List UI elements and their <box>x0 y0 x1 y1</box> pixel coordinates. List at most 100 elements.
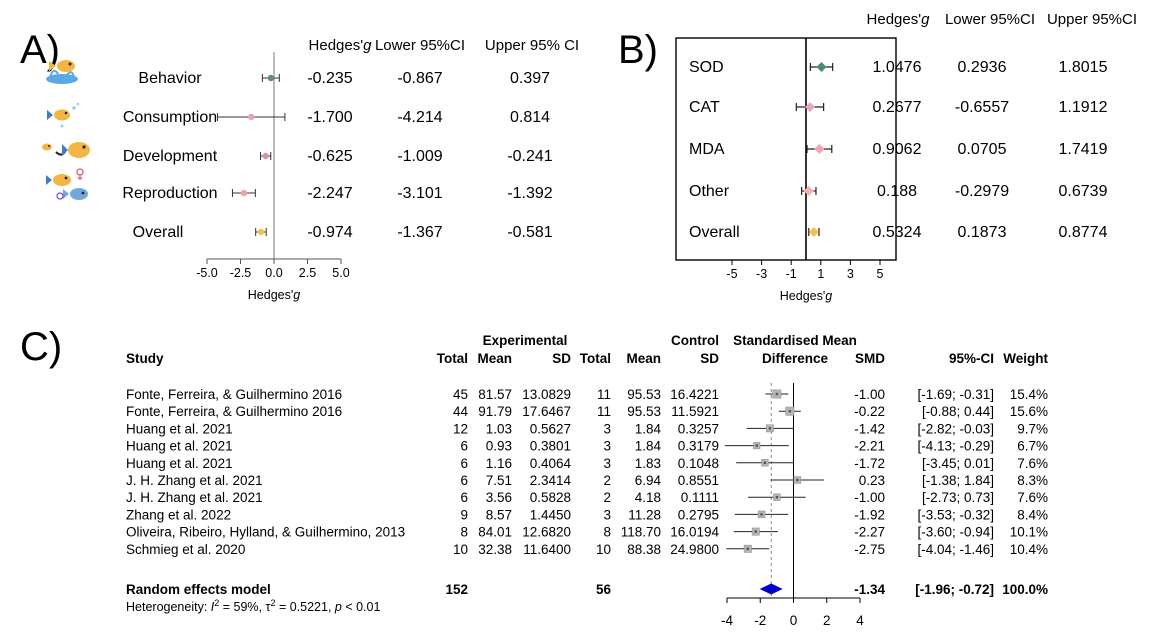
panel-c-column-header-c-sd: SD <box>700 351 719 366</box>
panel-c-ci-value: [-2.82; -0.03] <box>917 421 994 436</box>
panel-a-column-header: Hedges'g <box>309 37 373 54</box>
panel-a-upper-value: 0.814 <box>510 109 550 126</box>
panel-a-column-header: Lower 95%CI <box>375 37 465 54</box>
panel-b-x-tick-label: 1 <box>817 267 824 281</box>
panel-a-point-estimate <box>257 228 265 236</box>
panel-c-summary-diamond <box>759 583 783 595</box>
panel-c-summary-e-total: 152 <box>445 582 468 597</box>
panel-c-e-sd: 2.3414 <box>530 473 572 488</box>
panel-c-smd-value: -2.75 <box>854 542 885 557</box>
panel-c-c-sd: 0.8551 <box>678 473 719 488</box>
panel-c-study-point <box>768 427 772 430</box>
panel-c-e-mean: 8.57 <box>486 507 512 522</box>
panel-c-meta-analysis: Experimental Control Standardised Mean Diff… <box>126 333 1048 628</box>
fish-bubbles-icon <box>47 102 80 128</box>
panel-b-point-estimate <box>814 144 825 154</box>
panel-a-point-estimate <box>267 74 275 82</box>
panel-c-e-mean: 7.51 <box>486 473 512 488</box>
panel-c-c-total: 3 <box>603 456 611 471</box>
panel-b-upper-value: 1.8015 <box>1059 59 1108 76</box>
panel-c-study-name: Zhang et al. 2022 <box>126 507 231 522</box>
panel-c-weight-value: 6.7% <box>1017 439 1048 454</box>
panel-b-upper-value: 1.1912 <box>1059 99 1108 116</box>
panel-a-lower-value: -0.867 <box>397 70 442 87</box>
panel-c-weight-value: 9.7% <box>1017 421 1048 436</box>
panel-c-study-name: Fonte, Ferreira, & Guilhermino 2016 <box>126 404 342 419</box>
panel-c-c-mean: 11.28 <box>628 507 661 522</box>
panel-c-e-total: 10 <box>453 542 468 557</box>
panel-c-e-mean: 3.56 <box>486 490 512 505</box>
panel-c-c-sd: 24.9800 <box>670 542 719 557</box>
panel-c-e-total: 6 <box>460 439 468 454</box>
panel-b-x-tick-label: -5 <box>726 267 737 281</box>
panel-c-study-point <box>796 478 799 482</box>
panel-c-study-name: Fonte, Ferreira, & Guilhermino 2016 <box>126 387 342 402</box>
panel-c-e-sd: 1.4450 <box>530 507 571 522</box>
panel-c-study-name: Huang et al. 2021 <box>126 456 233 471</box>
panel-b-x-tick-label: -1 <box>786 267 797 281</box>
panel-c-letter: C) <box>20 325 62 369</box>
panel-c-study-name: Oliveira, Ribeiro, Hylland, & Guilhermin… <box>126 525 405 540</box>
panel-b-point-estimate <box>816 62 827 72</box>
panel-a-upper-value: -1.392 <box>507 185 552 202</box>
panel-b-lower-value: 0.2936 <box>958 59 1007 76</box>
panel-c-c-sd: 0.3257 <box>678 421 719 436</box>
panel-b-lower-value: 0.1873 <box>958 224 1007 241</box>
panel-b-column-header: Lower 95%CI <box>945 11 1035 28</box>
panel-b-column-header: Hedges'g <box>867 11 931 28</box>
panel-c-smd-value: -1.00 <box>854 490 885 505</box>
panel-c-weight-value: 15.4% <box>1010 387 1048 402</box>
panel-c-c-total: 3 <box>603 507 611 522</box>
panel-c-column-header-e-total: Total <box>437 351 468 366</box>
panel-c-e-sd: 12.6820 <box>522 525 571 540</box>
panel-c-ci-value: [-0.88; 0.44] <box>922 404 994 419</box>
panel-c-e-total: 6 <box>460 456 468 471</box>
panel-c-x-tick-label: -4 <box>721 613 733 628</box>
panel-c-summary-weight: 100.0% <box>1002 582 1048 597</box>
panel-c-e-mean: 81.57 <box>478 387 512 402</box>
panel-c-ci-value: [-3.60; -0.94] <box>917 525 994 540</box>
panel-a-x-tick-label: 0.0 <box>265 266 282 280</box>
panel-c-e-mean: 1.16 <box>486 456 512 471</box>
panel-a-x-tick-label: -5.0 <box>196 266 218 280</box>
panel-c-study-name: Huang et al. 2021 <box>126 421 233 436</box>
panel-c-column-header-weight: Weight <box>1003 351 1048 366</box>
panel-c-c-mean: 95.53 <box>627 404 661 419</box>
panel-a-x-tick-label: -2.5 <box>230 266 252 280</box>
panel-b-g-value: 0.5324 <box>873 224 922 241</box>
panel-c-e-mean: 32.38 <box>478 542 512 557</box>
panel-b-g-value: 0.2677 <box>873 99 922 116</box>
panel-b-point-estimate <box>803 186 814 196</box>
panel-c-ci-value: [-4.13; -0.29] <box>917 439 994 454</box>
panel-c-experimental-header: Experimental <box>483 333 568 348</box>
panel-a-lower-value: -1.009 <box>397 148 442 165</box>
panel-c-smd-title-line1: Standardised Mean <box>733 333 857 348</box>
panel-c-smd-value: -1.92 <box>854 507 885 522</box>
panel-a-row-label: Reproduction <box>122 185 217 202</box>
panel-c-study-point <box>775 496 779 499</box>
panel-c-c-total: 11 <box>597 404 611 419</box>
panel-c-c-sd: 16.4221 <box>670 387 719 402</box>
panel-c-c-sd: 0.1048 <box>678 456 719 471</box>
panel-a-column-header: Upper 95% CI <box>485 37 579 54</box>
panel-c-weight-value: 7.6% <box>1017 490 1048 505</box>
panel-c-c-sd: 0.1111 <box>681 490 719 505</box>
panel-c-smd-value: -2.27 <box>854 525 885 540</box>
panel-c-smd-value: 0.23 <box>859 473 885 488</box>
panel-c-e-sd: 13.0829 <box>522 387 571 402</box>
panel-c-weight-value: 8.4% <box>1017 507 1048 522</box>
panel-a-g-value: -0.974 <box>307 224 352 241</box>
panel-a-row-label: Consumption <box>123 109 217 126</box>
panel-c-study-point <box>788 410 792 413</box>
panel-c-c-mean: 118.70 <box>621 525 661 540</box>
panel-c-smd-value: -1.72 <box>854 456 885 471</box>
panel-c-column-header-c-total: Total <box>580 351 611 366</box>
panel-c-ci-value: [-4.04; -1.46] <box>917 542 994 557</box>
panel-c-column-header-e-sd: SD <box>552 351 571 366</box>
panel-c-study-point <box>760 513 763 516</box>
panel-c-weight-value: 7.6% <box>1017 456 1048 471</box>
panel-b-letter: B) <box>618 28 658 72</box>
panel-c-study-name: Schmieg et al. 2020 <box>126 542 245 557</box>
panel-c-e-total: 45 <box>453 387 468 402</box>
